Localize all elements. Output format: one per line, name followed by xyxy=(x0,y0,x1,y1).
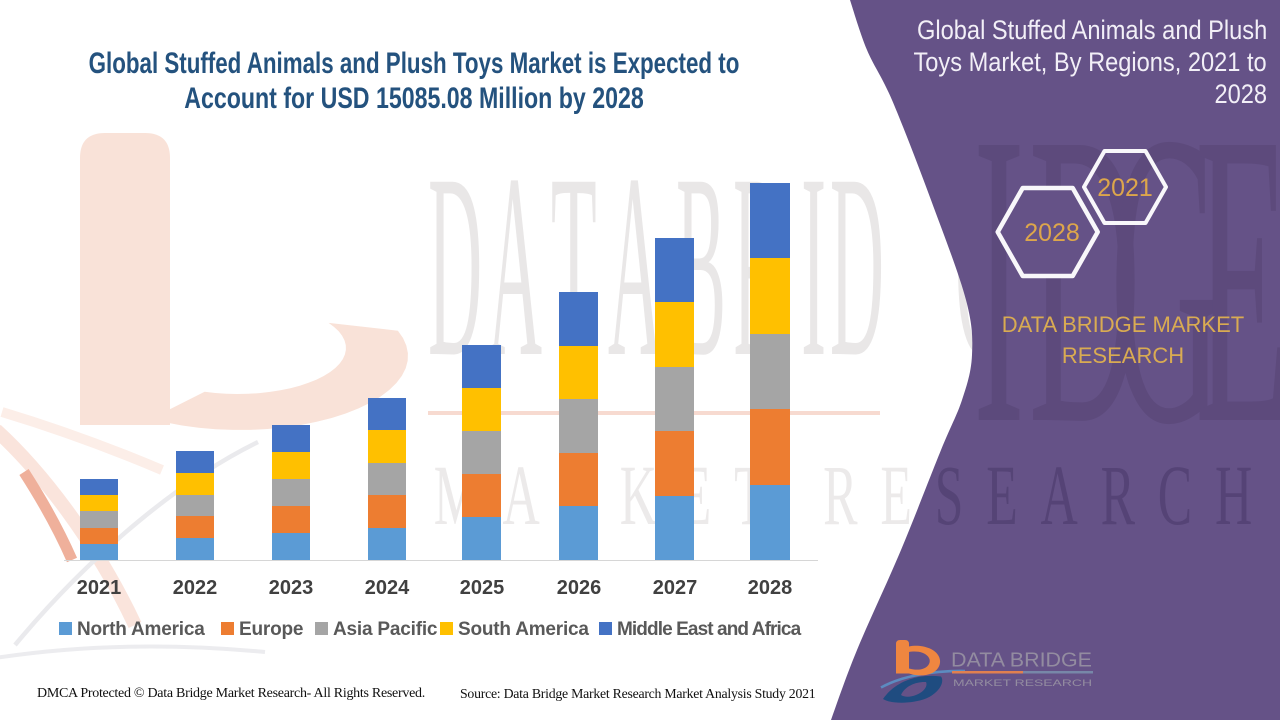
svg-text:A: A xyxy=(608,120,662,411)
svg-text:D: D xyxy=(830,120,884,411)
svg-text:D: D xyxy=(1029,47,1141,511)
svg-text:I: I xyxy=(801,120,826,411)
svg-text:I: I xyxy=(973,47,1025,511)
svg-text:DATA BRIDGE: DATA BRIDGE xyxy=(951,650,1092,672)
svg-text:G: G xyxy=(1110,47,1222,511)
svg-text:E: E xyxy=(1195,47,1280,511)
svg-text:MARKET RESEARCH: MARKET RESEARCH xyxy=(953,678,1092,689)
